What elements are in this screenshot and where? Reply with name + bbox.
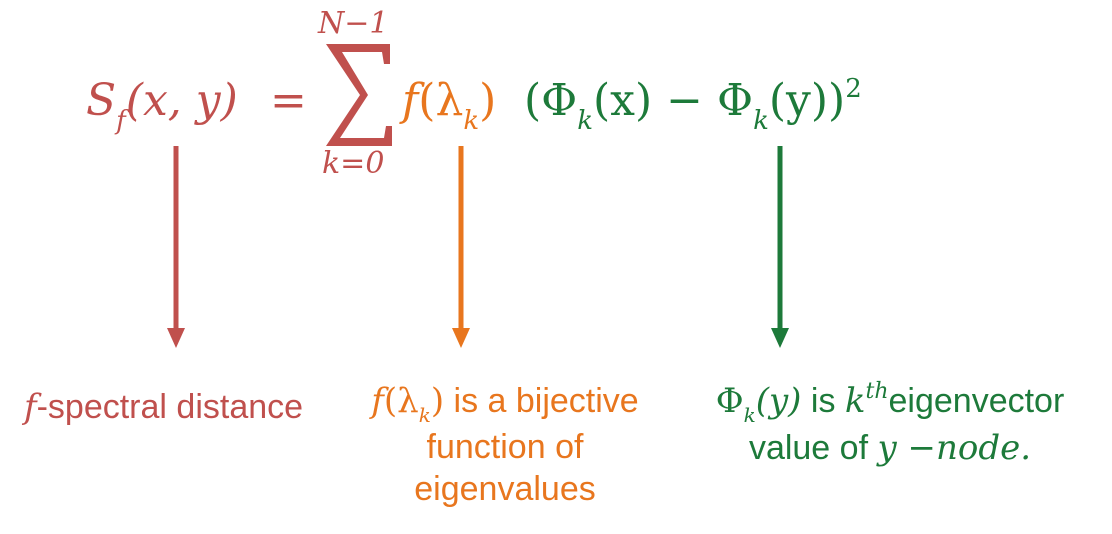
sum-upper-limit: N−1: [318, 6, 389, 41]
eq-phi-sub1: k: [577, 106, 594, 136]
caption-orange-line1: f(λk) is a bijective: [350, 380, 660, 427]
caption-green-args: (y): [755, 381, 802, 421]
caption-green-line1-text: eigenvector: [888, 382, 1065, 420]
caption-green-y: y: [877, 428, 897, 468]
caption-bijective-function: f(λk) is a bijective function of eigenva…: [350, 380, 660, 510]
green-arrow: [771, 146, 789, 348]
caption-spectral-distance: f-spectral distance: [24, 386, 303, 428]
caption-green-minus: −: [896, 428, 936, 468]
eq-phi-sub2: k: [753, 106, 769, 136]
caption-eigenvector: Φk(y) is ktheigenvector value of y −node…: [690, 379, 1090, 469]
eq-phi-mid: (x) − Φ: [593, 75, 754, 126]
caption-green-line1: Φk(y) is ktheigenvector: [690, 379, 1090, 427]
caption-green-sup: th: [865, 379, 889, 404]
caption-orange-line2: function of: [426, 428, 584, 466]
equation-phi-term: (Φk(x) − Φk(y))2: [524, 66, 862, 136]
equation-lhs: Sf(x, y): [86, 66, 238, 136]
caption-orange-line1-text: is a bijective: [444, 382, 639, 420]
equation-equals: =: [270, 75, 307, 126]
caption-orange-close: ): [430, 381, 445, 421]
caption-green-value-of: value of: [748, 429, 878, 467]
caption-orange-lambda: (λ: [383, 381, 419, 421]
eq-lambda: (λ: [418, 75, 464, 126]
red-arrow: [167, 146, 185, 348]
caption-orange-sub: k: [418, 403, 431, 427]
eq-f-close: ): [479, 75, 497, 126]
caption-red-f: f: [24, 387, 37, 427]
eq-phi-power: 2: [845, 74, 862, 104]
caption-orange-f: f: [371, 381, 384, 421]
caption-orange-line3: eigenvalues: [414, 470, 596, 508]
eq-S-subscript: f: [116, 106, 126, 136]
caption-green-node: node.: [935, 428, 1032, 468]
eq-lhs-args: (x, y): [125, 75, 238, 126]
caption-green-sub: k: [743, 403, 756, 427]
eq-phi-close: (y)): [768, 75, 846, 126]
caption-green-line2: value of y −node.: [690, 427, 1090, 469]
caption-green-is: is: [801, 382, 845, 420]
equation-f-term: f(λk): [402, 66, 496, 136]
caption-green-k: k: [844, 381, 866, 421]
caption-green-phi: Φ: [715, 381, 744, 421]
summation-sigma-icon: [326, 44, 392, 146]
caption-red-text: -spectral distance: [36, 388, 304, 426]
orange-arrow: [452, 146, 470, 348]
eq-f: f: [402, 75, 419, 126]
eq-lambda-subscript: k: [463, 106, 480, 136]
eq-S: S: [86, 75, 117, 126]
eq-phi-open: (Φ: [524, 75, 578, 126]
sum-lower-limit: k=0: [322, 146, 385, 181]
